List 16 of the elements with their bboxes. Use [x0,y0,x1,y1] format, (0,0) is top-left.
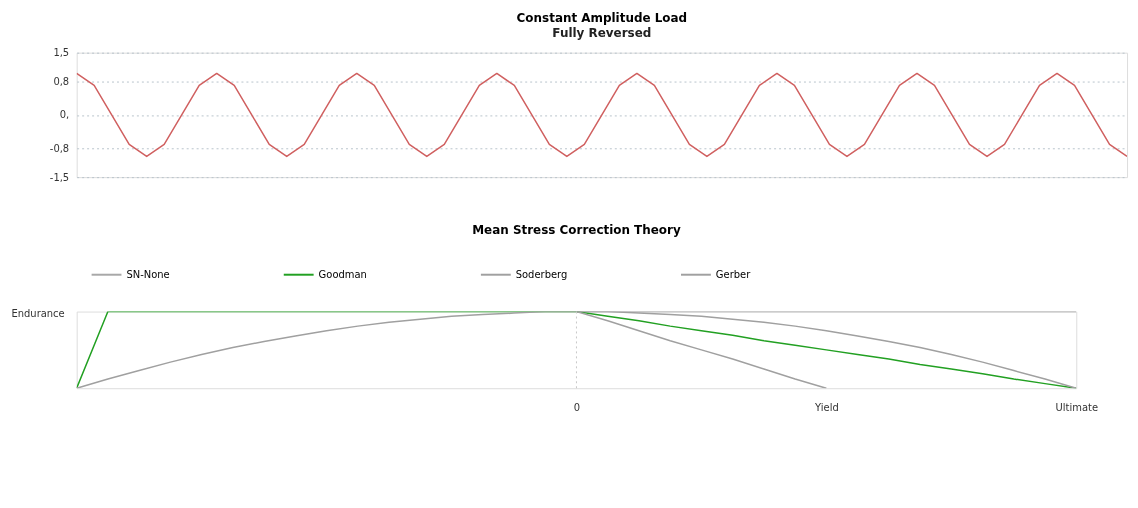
legend-label: SN-None [126,268,170,280]
chart-title: Constant Amplitude Load [516,10,688,25]
y-tick-label: 1,5 [53,47,70,59]
legend-label: Gerber [715,268,752,280]
text: Endurance [11,307,65,319]
x-tick-label: 0 [573,401,581,413]
y-tick-label: 0, [59,109,70,121]
x-tick-label: Ultimate [1055,401,1099,413]
y-tick-label: -0,8 [49,142,70,154]
y-tick-label: 0,8 [53,76,70,88]
legend-label: Goodman [318,268,367,280]
chart-title: Mean Stress Correction Theory [472,222,681,237]
x-tick-label: Yield [814,401,839,413]
y-tick-label: -1,5 [49,171,70,183]
chart-subtitle: Fully Reversed [552,25,652,40]
legend-label: Soderberg [515,268,568,280]
